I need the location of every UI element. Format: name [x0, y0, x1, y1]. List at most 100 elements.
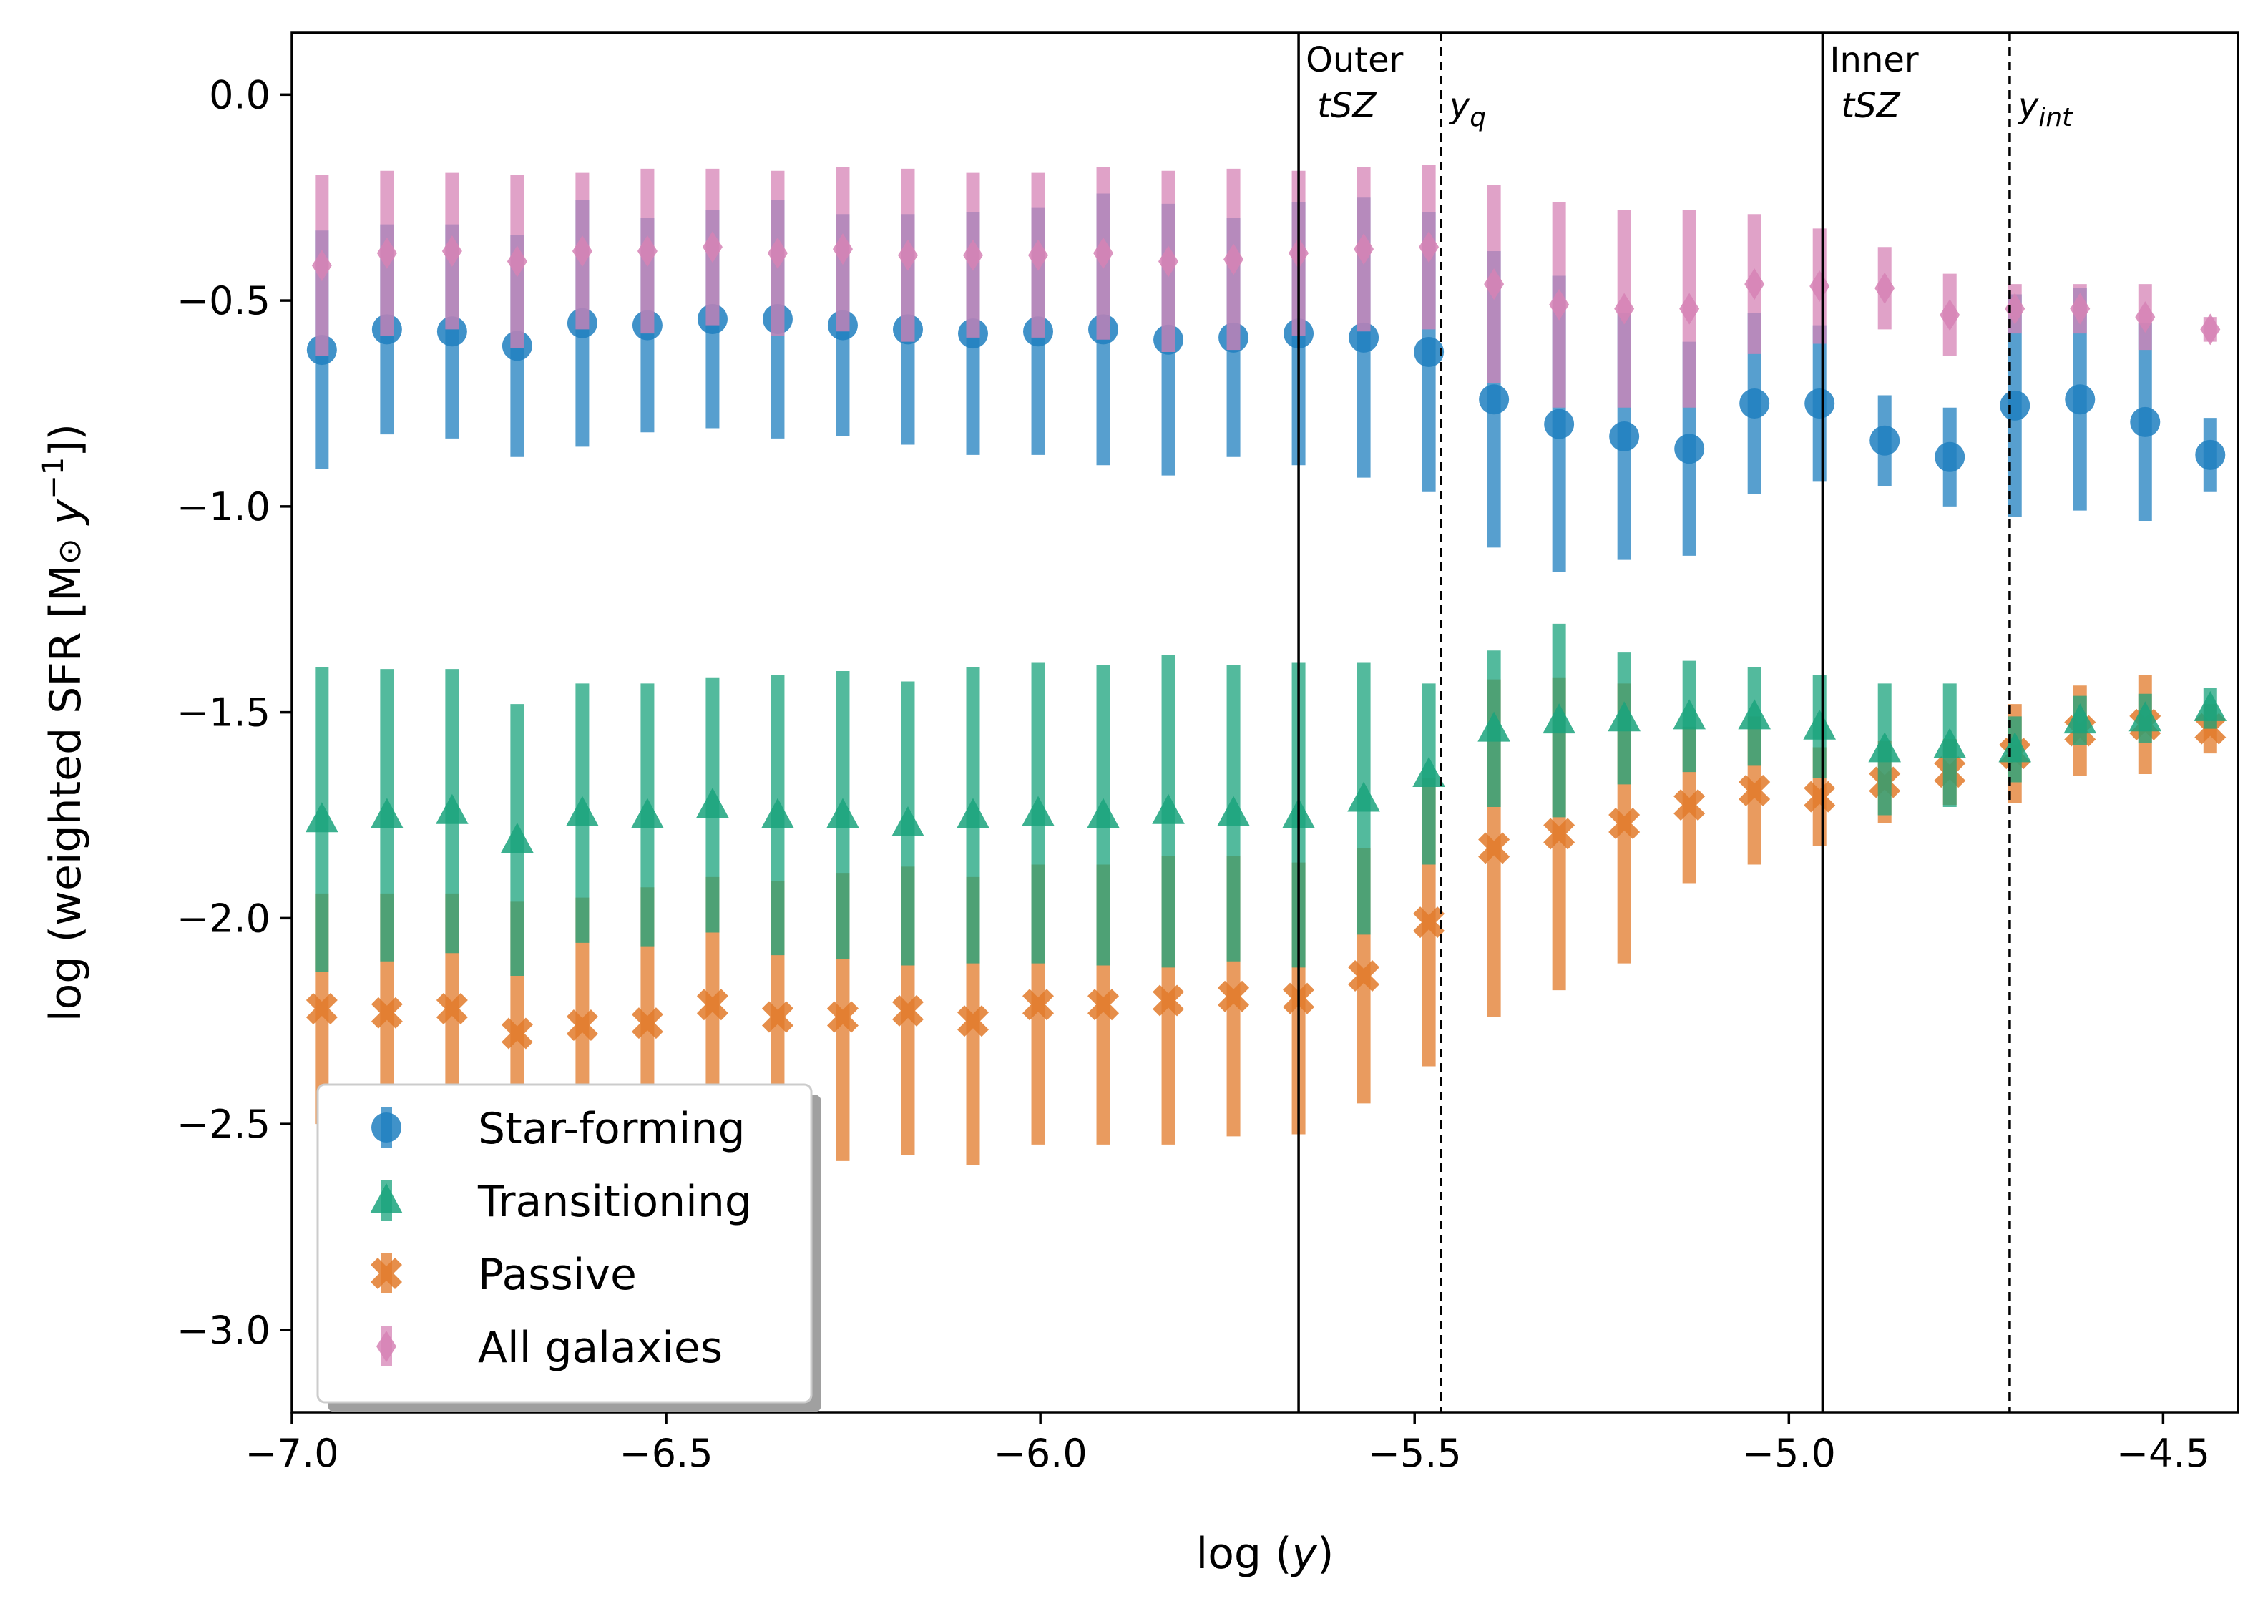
point-all-galaxies	[572, 235, 592, 268]
x-tick-label: −5.0	[1742, 1431, 1836, 1476]
legend-marker	[371, 1112, 401, 1143]
x-axis-label: log (y)	[1196, 1529, 1334, 1579]
point-star-forming	[2065, 384, 2096, 415]
point-transitioning	[1998, 732, 2032, 763]
point-all-galaxies	[832, 233, 853, 265]
y-tick-label: −1.0	[177, 484, 270, 529]
point-all-galaxies	[1874, 272, 1895, 304]
plot-frame	[290, 31, 2239, 1414]
point-transitioning	[2194, 690, 2227, 721]
point-passive	[761, 1001, 793, 1033]
point-passive	[436, 992, 468, 1024]
point-all-galaxies	[1419, 231, 1440, 263]
legend-item-star-forming: Star-forming	[371, 1104, 746, 1154]
x-tick-label: −6.5	[620, 1431, 713, 1476]
point-transitioning	[1608, 701, 1641, 732]
point-transitioning	[696, 788, 729, 818]
point-all-galaxies	[1614, 293, 1635, 325]
point-transitioning	[501, 823, 534, 853]
x-tick-label: −6.0	[994, 1431, 1087, 1476]
point-transitioning	[761, 798, 794, 828]
point-transitioning	[1347, 781, 1380, 812]
legend-label: Star-forming	[478, 1104, 746, 1154]
series-transitioning	[306, 623, 2227, 976]
point-all-galaxies	[1940, 299, 1960, 331]
point-passive	[501, 1017, 533, 1050]
point-transitioning	[1152, 793, 1185, 824]
point-transitioning	[1868, 732, 1902, 763]
annotation-label: yq	[1448, 86, 1486, 132]
point-all-galaxies	[702, 231, 723, 263]
point-passive	[1739, 774, 1771, 806]
point-star-forming	[2195, 439, 2226, 470]
annotation-label: Inner	[1829, 40, 1919, 80]
point-all-galaxies	[441, 235, 462, 268]
point-all-galaxies	[2200, 313, 2221, 346]
y-tick-label: −0.5	[177, 278, 270, 323]
legend-item-transitioning: Transitioning	[370, 1177, 752, 1227]
point-passive	[631, 1007, 663, 1040]
point-transitioning	[826, 798, 859, 828]
y-axis-label: log (weighted SFR [M⊙ y−1])	[37, 424, 91, 1022]
point-all-galaxies	[376, 237, 397, 269]
point-star-forming	[436, 316, 467, 347]
x-tick-label: −7.0	[245, 1431, 338, 1476]
point-all-galaxies	[2135, 301, 2156, 333]
y-tick-label: 0.0	[209, 72, 270, 117]
point-transitioning	[2063, 703, 2097, 734]
point-transitioning	[631, 798, 664, 828]
legend: Star-forming Transitioning Passive All gala…	[316, 1083, 821, 1412]
point-transitioning	[306, 802, 338, 833]
legend-label: All galaxies	[478, 1323, 723, 1373]
annotation-label: yint	[2017, 86, 2073, 132]
series-all-galaxies	[311, 165, 2221, 408]
point-passive	[696, 989, 728, 1021]
point-star-forming	[1935, 441, 1965, 472]
point-transitioning	[957, 798, 989, 828]
y-tick-label: −2.0	[177, 896, 270, 941]
y-tick-label: −3.0	[177, 1308, 270, 1353]
point-all-galaxies	[637, 235, 658, 268]
point-passive	[1218, 980, 1250, 1012]
point-all-galaxies	[1679, 293, 1700, 325]
point-all-galaxies	[1223, 243, 1244, 275]
point-passive	[1804, 781, 1836, 813]
point-passive	[566, 1009, 598, 1042]
point-transitioning	[566, 796, 599, 826]
point-star-forming	[2000, 390, 2030, 421]
point-all-galaxies	[507, 245, 527, 278]
point-star-forming	[1544, 409, 1575, 439]
point-transitioning	[1412, 756, 1445, 787]
point-passive	[1608, 808, 1641, 840]
point-passive	[1673, 789, 1706, 821]
point-all-galaxies	[1093, 237, 1114, 269]
point-all-galaxies	[897, 239, 918, 271]
point-passive	[891, 994, 924, 1027]
point-star-forming	[1479, 384, 1510, 415]
point-transitioning	[1477, 711, 1510, 742]
y-tick-label: −1.5	[177, 690, 270, 735]
point-transitioning	[2128, 701, 2162, 732]
y-axis: 0.0 −0.5 −1.0 −1.5 −2.0 −2.5 −3.0	[177, 72, 292, 1353]
point-passive	[1348, 959, 1380, 992]
point-star-forming	[1349, 322, 1379, 353]
annotation-label: tSZ	[1841, 86, 1900, 126]
legend-item-all-galaxies: All galaxies	[376, 1323, 723, 1373]
point-passive	[306, 992, 338, 1024]
point-passive	[1413, 906, 1445, 939]
x-tick-label: −5.5	[1368, 1431, 1462, 1476]
legend-label: Transitioning	[477, 1177, 752, 1227]
point-all-galaxies	[1484, 268, 1505, 300]
point-transitioning	[371, 798, 404, 828]
point-all-galaxies	[963, 239, 983, 271]
point-all-galaxies	[2070, 293, 2091, 325]
point-passive	[1543, 818, 1575, 850]
point-all-galaxies	[1744, 268, 1765, 300]
legend-marker	[371, 1258, 402, 1289]
point-passive	[371, 997, 403, 1029]
point-star-forming	[2130, 406, 2161, 437]
point-star-forming	[1739, 388, 1770, 419]
point-all-galaxies	[1549, 288, 1570, 321]
point-all-galaxies	[1028, 239, 1049, 271]
